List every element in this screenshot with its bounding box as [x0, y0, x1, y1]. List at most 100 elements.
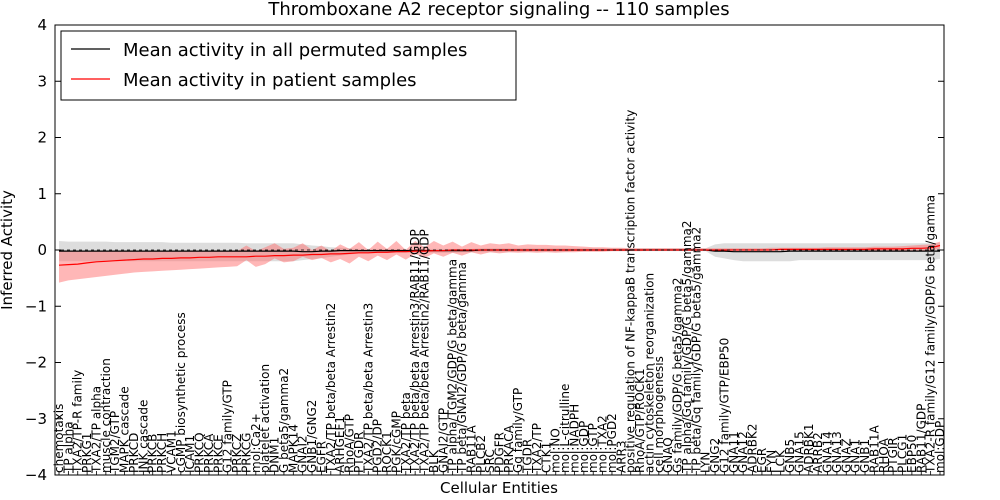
x-category-label: GNA11: [727, 431, 741, 473]
x-category-label: LYN: [699, 452, 713, 473]
x-category-label: TXA2-R family/G12 family/GDP/G beta/gamm…: [924, 195, 938, 474]
x-category-label: TXA2/TP beta/beta Arrestin2: [324, 303, 338, 474]
x-category-label: GNAQ: [661, 437, 675, 473]
x-category-label: FYN: [764, 450, 778, 473]
x-category-label: mol:TXA2: [596, 415, 610, 473]
x-category-label: Gs family/GDP/G beta5/gamma2: [671, 278, 685, 473]
y-tick-label: 4: [37, 16, 47, 34]
y-tick-label: −1: [25, 297, 47, 315]
x-category-label: mol:NO: [549, 428, 563, 473]
y-tick-label: −3: [25, 410, 47, 428]
x-category-label: PRKCH: [155, 433, 169, 473]
x-category-label: MAPK cascade: [118, 386, 132, 473]
x-category-label: TP alpha/Gq family/GDP/G beta5/gamma2: [680, 220, 694, 474]
y-tick-label: −4: [25, 466, 47, 484]
x-category-label: TP beta/GNAI2/GDP/G beta/gamma: [455, 262, 469, 474]
x-category-label: PGD2/DP: [371, 419, 385, 473]
y-axis: −4 −3 −2 −1 0 1 2 3 4: [25, 16, 944, 484]
x-category-label: mol:GTP: [586, 423, 600, 473]
x-category-label: cGMP biosynthetic process: [174, 312, 188, 473]
x-category-label: positive regulation of NF-kappaB transcr…: [624, 110, 638, 473]
y-tick-label: 0: [37, 241, 47, 259]
y-tick-label: −2: [25, 354, 47, 372]
x-category-label: TGDR: [521, 439, 535, 474]
x-category-label: ADRBK1: [802, 423, 816, 473]
y-tick-label: 1: [37, 185, 47, 203]
x-category-label: TP alpha/TGM2/GDP/G beta/gamma: [446, 259, 460, 474]
x-category-label: mol:NADPH: [568, 404, 582, 473]
x-category-label: PRKACA: [502, 424, 516, 473]
x-category-label: EGR: [755, 448, 769, 473]
x-category-label: TP beta/Gq family/GDP/G beta5/gamma2: [689, 227, 703, 474]
x-category-label: mol:L-citrulline: [558, 384, 572, 473]
x-category-label: TXA2/TP beta/beta Arrestin3/RAB11/GDP: [408, 229, 422, 474]
x-category-label: Gq family/GTP: [511, 388, 525, 473]
x-category-label: muscle contraction: [99, 358, 113, 473]
legend-label-patient: Mean activity in patient samples: [123, 70, 417, 91]
x-category-label: G12 family/GTP/EBP50: [717, 338, 731, 473]
chart-title: Thromboxane A2 receptor signaling -- 110…: [267, 0, 729, 20]
x-category-label: ROCK1: [380, 431, 394, 473]
x-category-label: TXA2/TP beta/beta Arrestin2/RAB11/GDP: [418, 229, 432, 474]
x-category-label: GNG2: [708, 438, 722, 473]
x-category-label: PTGIR: [886, 437, 900, 473]
x-category-label: RhoA/GTP: [343, 414, 357, 473]
x-category-label: RAB11A: [867, 424, 881, 473]
x-category-label: MAPK14: [286, 424, 300, 473]
x-category-label: platelet activation: [258, 364, 272, 473]
x-category-label: RHOA: [877, 437, 891, 473]
x-category-label: JNK cascade: [136, 400, 150, 474]
x-category-label: GNA15: [792, 431, 806, 473]
x-category-label: GNAI2: [296, 435, 310, 473]
x-category-label: ARHGEF1: [333, 416, 347, 473]
x-category-label: DNM1: [268, 437, 282, 473]
x-category-label: PRKCD: [127, 433, 141, 473]
x-category-label: G beta5/gamma2: [277, 368, 291, 473]
y-tick-label: 2: [37, 129, 47, 147]
y-tick-label: 3: [37, 72, 47, 90]
x-category-label: GNA13: [830, 431, 844, 473]
x-category-label: TXA2/TP beta: [399, 392, 413, 474]
legend: Mean activity in all permuted samples Me…: [60, 30, 517, 101]
x-category-label: LCK: [774, 449, 788, 473]
x-category-label: RAB11/GDP: [914, 404, 928, 473]
x-category-label: PRKCG: [239, 433, 253, 473]
x-category-label: PRKCQ: [193, 432, 207, 473]
x-category-label: PRKCZ: [230, 434, 244, 473]
legend-box: [60, 30, 517, 101]
x-category-label: ARRB2: [811, 432, 825, 473]
x-category-label: TGM2/GTP: [108, 411, 122, 474]
x-category-label: GNAZ: [839, 438, 853, 473]
x-category-label: SRC: [483, 449, 497, 473]
x-category-label: PRKCA: [202, 433, 216, 473]
x-category-label: VCAM1: [165, 430, 179, 473]
x-category-label: PTGDR: [352, 432, 366, 473]
x-category-label: PLCB2: [474, 435, 488, 473]
x-category-label: TP alpha: [61, 421, 75, 474]
x-category-label: PDGFR: [493, 432, 507, 473]
x-category-label: RAB11A: [464, 424, 478, 473]
x-category-label: mol:GDP: [577, 421, 591, 473]
x-category-label: PRKCB: [146, 434, 160, 473]
x-category-label: TXA2/TP alpha: [90, 386, 104, 474]
x-category-label: BLK: [427, 449, 441, 473]
x-category-label: GNA14: [821, 431, 835, 473]
x-category-label: GNA1: [849, 439, 863, 473]
x-category-label: ICAM1: [183, 435, 197, 473]
x-category-label: GNB1/GNG2: [305, 400, 319, 473]
x-category-label: RhoA/GTP/ROCK1: [633, 368, 647, 473]
x-category-label: TXA2/TP beta/beta Arrestin3: [361, 303, 375, 474]
y-axis-title: Inferred Activity: [0, 190, 16, 310]
x-category-label: chemotaxis: [52, 404, 66, 473]
x-axis-title: Cellular Entities: [440, 479, 558, 497]
x-category-label: GNAI2/GTP: [436, 408, 450, 473]
x-category-label: mol:PGD2: [605, 413, 619, 473]
x-category-label: G12 family/GTP: [221, 380, 235, 473]
x-category-label: EBP50: [905, 435, 919, 473]
x-category-label: PGK/cGMP: [389, 411, 403, 473]
x-category-label: CTK1: [539, 442, 553, 473]
x-category-label: cell morphogenesis: [652, 356, 666, 473]
x-category-label: ADRBK2: [746, 423, 760, 473]
x-category-label: PRKG1: [80, 433, 94, 473]
